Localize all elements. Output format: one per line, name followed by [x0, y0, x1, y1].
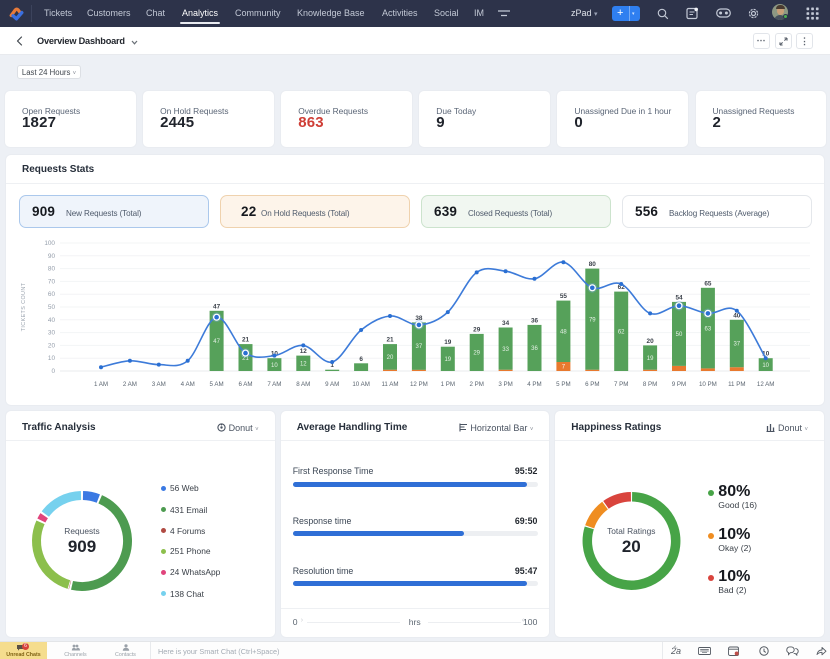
svg-text:21: 21 [242, 356, 249, 362]
svg-text:1 PM: 1 PM [441, 381, 455, 388]
svg-text:40: 40 [48, 317, 56, 324]
svg-text:7 PM: 7 PM [614, 381, 628, 388]
svg-text:47: 47 [213, 303, 221, 310]
svg-text:33: 33 [502, 347, 509, 353]
svg-text:9 PM: 9 PM [672, 381, 686, 388]
svg-text:7: 7 [562, 365, 566, 371]
svg-text:2 PM: 2 PM [469, 381, 483, 388]
svg-text:3 AM: 3 AM [152, 381, 166, 388]
svg-text:80: 80 [48, 266, 56, 273]
svg-text:29: 29 [473, 326, 481, 333]
svg-text:34: 34 [502, 320, 510, 327]
svg-text:1 AM: 1 AM [94, 381, 108, 388]
svg-text:80: 80 [589, 261, 597, 268]
svg-text:TICKETS COUNT: TICKETS COUNT [21, 282, 27, 331]
svg-text:36: 36 [531, 317, 539, 324]
svg-text:79: 79 [589, 317, 596, 323]
svg-text:54: 54 [675, 294, 683, 301]
svg-text:11 PM: 11 PM [728, 381, 745, 388]
svg-text:12 PM: 12 PM [410, 381, 428, 388]
svg-text:10: 10 [762, 363, 769, 369]
svg-text:65: 65 [704, 280, 712, 287]
svg-text:4 AM: 4 AM [181, 381, 195, 388]
svg-text:8 PM: 8 PM [643, 381, 657, 388]
svg-text:10 AM: 10 AM [352, 381, 370, 388]
svg-text:5 AM: 5 AM [210, 381, 224, 388]
svg-text:6 PM: 6 PM [585, 381, 599, 388]
svg-text:9 AM: 9 AM [325, 381, 339, 388]
svg-text:12: 12 [300, 348, 308, 355]
svg-text:40: 40 [733, 312, 741, 319]
svg-text:8 AM: 8 AM [296, 381, 310, 388]
svg-text:10: 10 [271, 363, 278, 369]
svg-text:55: 55 [560, 293, 568, 300]
svg-text:6 AM: 6 AM [238, 381, 252, 388]
svg-text:50: 50 [676, 332, 683, 338]
svg-text:10 PM: 10 PM [699, 381, 717, 388]
svg-text:21: 21 [386, 337, 394, 344]
svg-text:7 AM: 7 AM [267, 381, 281, 388]
svg-text:30: 30 [48, 330, 56, 337]
svg-text:20: 20 [48, 342, 56, 349]
svg-text:6: 6 [359, 356, 363, 363]
svg-text:60: 60 [48, 291, 56, 298]
svg-text:70: 70 [48, 278, 56, 285]
svg-text:0: 0 [51, 368, 55, 375]
svg-text:90: 90 [48, 253, 56, 260]
svg-text:10: 10 [48, 355, 56, 362]
svg-text:19: 19 [647, 356, 654, 362]
svg-text:2 AM: 2 AM [123, 381, 137, 388]
svg-text:12: 12 [300, 362, 307, 368]
svg-text:38: 38 [415, 315, 423, 322]
svg-text:47: 47 [213, 339, 220, 345]
svg-text:29: 29 [473, 351, 480, 357]
svg-text:20: 20 [387, 355, 394, 361]
svg-text:11 AM: 11 AM [381, 381, 398, 388]
svg-text:37: 37 [416, 344, 423, 350]
svg-text:21: 21 [242, 337, 250, 344]
svg-text:36: 36 [531, 346, 538, 352]
svg-text:37: 37 [733, 342, 740, 348]
svg-text:100: 100 [44, 240, 55, 247]
svg-text:19: 19 [444, 357, 451, 363]
svg-text:62: 62 [618, 284, 626, 291]
svg-text:20: 20 [647, 338, 655, 345]
svg-text:12 AM: 12 AM [757, 381, 775, 388]
svg-text:48: 48 [560, 330, 567, 336]
svg-text:1: 1 [330, 362, 334, 369]
svg-text:50: 50 [48, 304, 56, 311]
svg-text:10: 10 [762, 351, 770, 358]
svg-text:19: 19 [444, 339, 452, 346]
svg-text:5 PM: 5 PM [556, 381, 570, 388]
svg-text:3 PM: 3 PM [498, 381, 512, 388]
svg-text:62: 62 [618, 330, 625, 336]
svg-text:4 PM: 4 PM [527, 381, 541, 388]
svg-text:63: 63 [705, 326, 712, 332]
